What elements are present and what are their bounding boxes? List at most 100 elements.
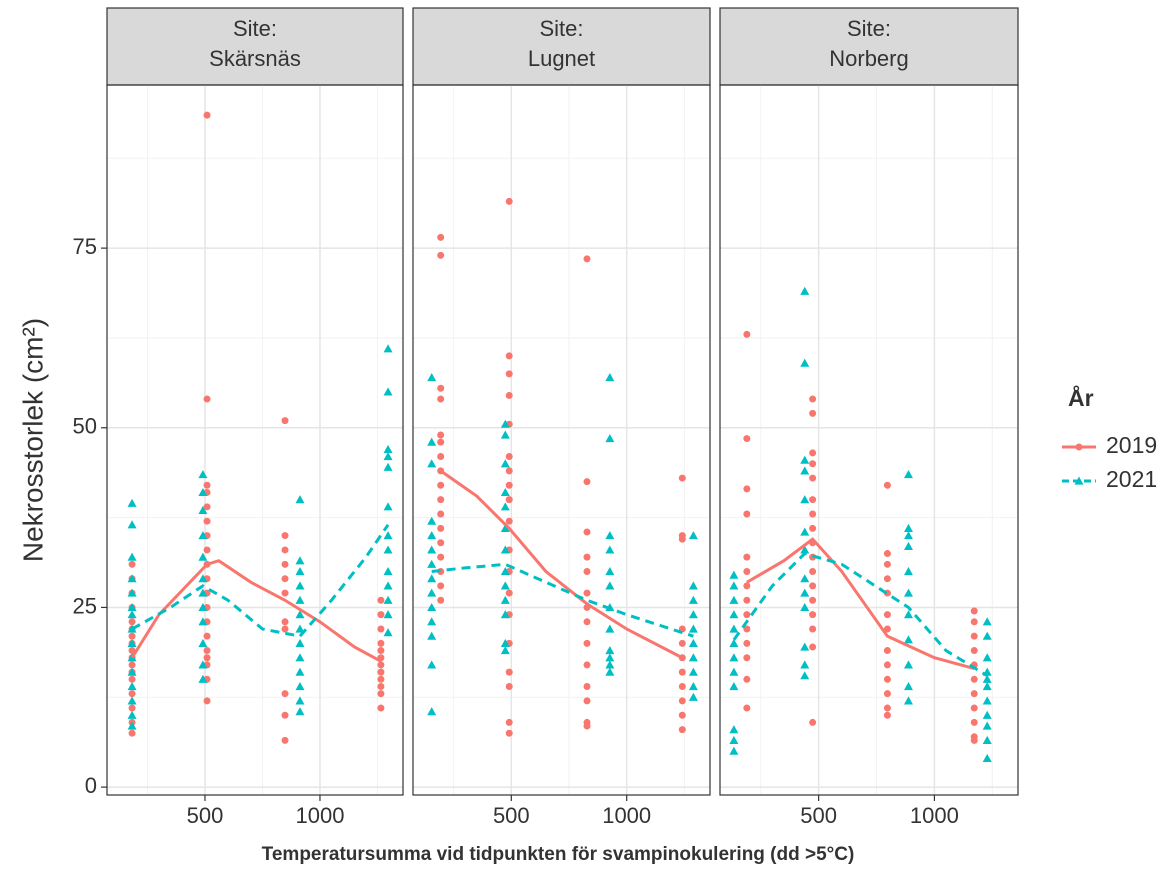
point [970,607,978,615]
point [729,610,739,619]
point [203,546,211,554]
point [688,692,698,701]
point [500,595,510,604]
point [383,444,393,453]
point [800,574,810,583]
point [127,638,137,647]
point [505,517,513,525]
panel-border [719,84,1019,796]
point [729,638,739,647]
point [281,711,289,719]
point [883,647,891,655]
point [377,690,385,698]
strip [412,7,711,86]
point [500,419,510,428]
strip-label: Norberg [829,46,908,71]
point [729,725,739,734]
point [127,588,137,597]
trend-line [732,551,988,677]
point [743,330,751,338]
point [295,707,305,716]
point [982,617,992,626]
point [800,602,810,612]
point [605,531,615,540]
y-tick-label: 75 [73,234,97,259]
point [729,681,739,691]
point [383,387,393,396]
x-tick-label: 500 [493,803,530,828]
point [127,498,137,507]
point [505,729,513,737]
point [678,639,686,647]
point [505,718,513,726]
point [729,570,739,579]
point [903,531,913,540]
point [427,372,437,382]
point [743,568,751,576]
point [743,675,751,683]
point [377,668,385,676]
point [383,531,393,540]
point [377,611,385,619]
point [383,462,393,471]
point [982,735,992,744]
point [729,595,739,604]
point [982,710,992,719]
point [743,704,751,712]
point [437,553,445,561]
panel-background [720,85,1018,795]
point [883,550,891,558]
point [281,736,289,744]
point [883,611,891,619]
point [809,496,817,504]
legend-marker [1075,443,1083,451]
point [128,661,136,669]
point [583,528,591,536]
point [605,545,615,554]
point [883,711,891,719]
point [883,661,891,669]
point [505,481,513,489]
point [128,675,136,683]
point [128,729,136,737]
point [295,581,305,590]
point [583,255,591,263]
point [743,553,751,561]
trend-line [130,559,382,663]
point [982,681,992,691]
point [437,453,445,461]
point [128,560,136,568]
point [743,596,751,604]
x-tick-label: 500 [187,803,224,828]
point [377,639,385,647]
legend-label: 2019 [1106,432,1157,458]
point [605,434,615,443]
point [743,485,751,493]
point [198,469,208,479]
point [903,660,913,669]
point [883,560,891,568]
point [583,568,591,576]
point [970,632,978,640]
point [583,722,591,730]
point [427,437,437,446]
point [743,611,751,619]
point [970,690,978,698]
point [605,624,615,633]
point [203,395,211,403]
point [809,395,817,403]
point [743,639,751,647]
point [809,718,817,726]
point [377,625,385,633]
strip-label: Site: [233,16,277,41]
point [203,647,211,655]
point [427,631,437,640]
point [198,574,208,583]
strip-label: Site: [847,16,891,41]
point [500,610,510,619]
point [800,527,810,536]
point [583,639,591,647]
point [500,487,510,497]
point [982,721,992,730]
point [970,618,978,626]
